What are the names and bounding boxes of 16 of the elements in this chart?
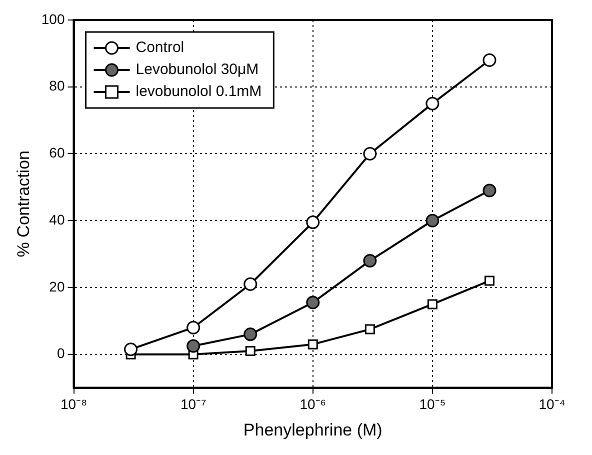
x-axis-title: Phenylephrine (M) bbox=[243, 420, 382, 440]
y-tick-label: 0 bbox=[56, 345, 65, 362]
x-tick-label: 10⁻⁸ bbox=[60, 396, 88, 412]
y-tick-label: 40 bbox=[49, 211, 65, 228]
legend-label: Control bbox=[136, 39, 184, 56]
x-tick-label: 10⁻⁶ bbox=[300, 396, 326, 412]
y-tick-label: 80 bbox=[49, 78, 65, 94]
x-tick-label: 10⁻⁷ bbox=[180, 396, 206, 412]
legend-label: levobunolol 0.1mM bbox=[136, 83, 262, 100]
y-tick-label: 20 bbox=[49, 278, 65, 294]
x-tick-label: 10⁻⁵ bbox=[419, 396, 446, 412]
y-axis-title: % Contraction bbox=[14, 150, 33, 258]
legend-label: Levobunolol 30μM bbox=[136, 61, 259, 78]
x-tick-label: 10⁻⁴ bbox=[538, 396, 566, 412]
y-tick-label: 100 bbox=[41, 10, 65, 27]
y-tick-label: 60 bbox=[49, 144, 65, 161]
